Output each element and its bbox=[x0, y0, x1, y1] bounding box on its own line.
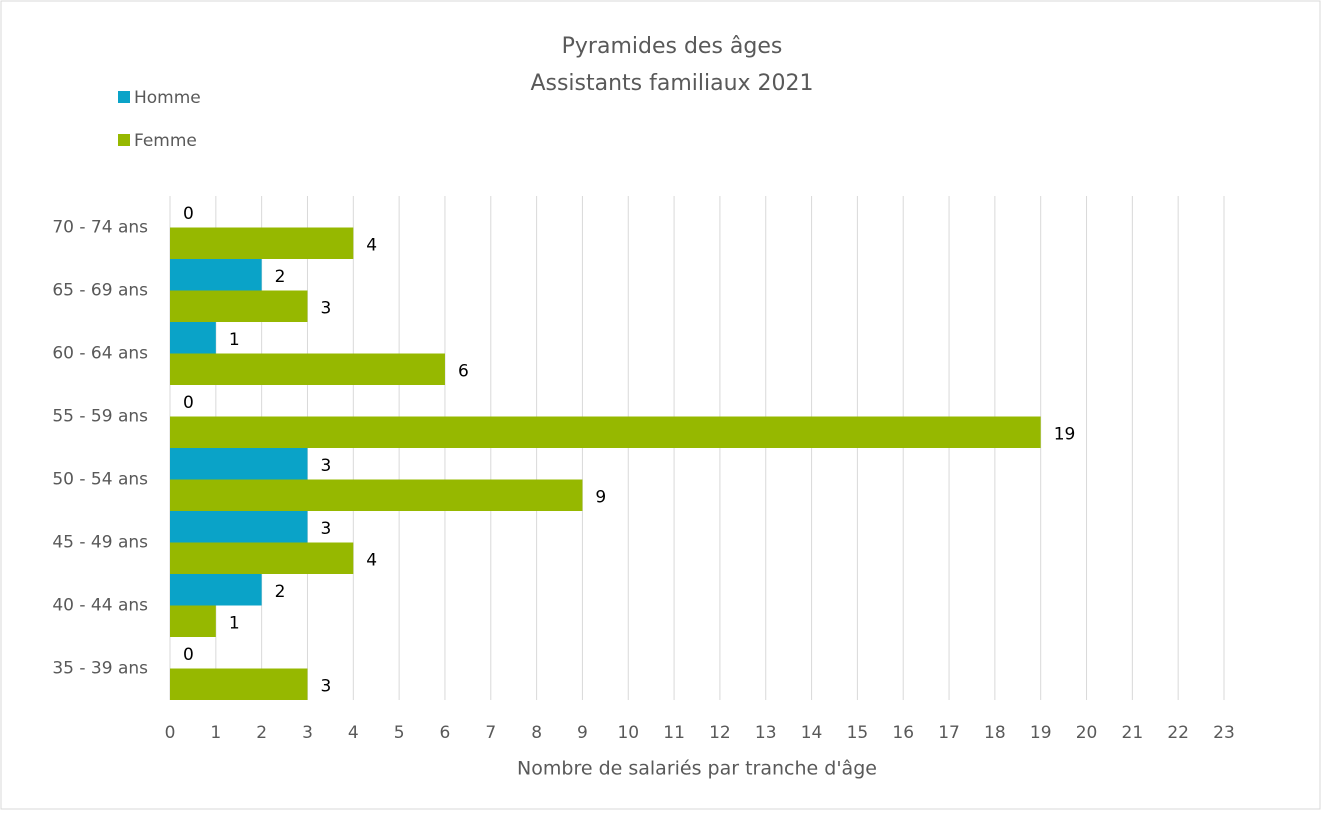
bar bbox=[170, 448, 308, 480]
x-tick-label: 17 bbox=[938, 723, 960, 743]
y-tick-label: 35 - 39 ans bbox=[52, 659, 148, 679]
x-tick-label: 23 bbox=[1213, 723, 1235, 743]
bar bbox=[170, 322, 216, 354]
bar bbox=[170, 605, 216, 637]
x-tick-label: 4 bbox=[348, 723, 359, 743]
x-tick-label: 0 bbox=[165, 723, 176, 743]
data-label: 3 bbox=[320, 456, 331, 476]
x-tick-label: 11 bbox=[663, 723, 685, 743]
x-tick-label: 19 bbox=[1030, 723, 1052, 743]
data-label: 3 bbox=[320, 676, 331, 696]
legend-label: Femme bbox=[134, 131, 197, 151]
data-label: 19 bbox=[1054, 424, 1076, 444]
x-axis-title: Nombre de salariés par tranche d'âge bbox=[517, 758, 877, 780]
data-label: 3 bbox=[320, 519, 331, 539]
bar bbox=[170, 479, 583, 511]
bar bbox=[170, 227, 354, 259]
data-label: 1 bbox=[229, 613, 240, 633]
x-tick-label: 22 bbox=[1167, 723, 1189, 743]
data-label: 2 bbox=[275, 582, 286, 602]
data-label: 6 bbox=[458, 361, 469, 381]
bar bbox=[170, 542, 354, 574]
x-tick-label: 5 bbox=[394, 723, 405, 743]
data-label: 4 bbox=[366, 235, 377, 255]
legend-label: Homme bbox=[134, 88, 201, 108]
y-tick-label: 40 - 44 ans bbox=[52, 596, 148, 616]
data-label: 4 bbox=[366, 550, 377, 570]
x-tick-label: 12 bbox=[709, 723, 731, 743]
data-label: 0 bbox=[183, 645, 194, 665]
y-tick-label: 60 - 64 ans bbox=[52, 344, 148, 364]
x-tick-label: 14 bbox=[801, 723, 823, 743]
bar bbox=[170, 259, 262, 291]
chart-title: Pyramides des âges bbox=[562, 34, 783, 59]
x-tick-label: 21 bbox=[1122, 723, 1144, 743]
data-label: 0 bbox=[183, 204, 194, 224]
y-tick-label: 70 - 74 ans bbox=[52, 218, 148, 238]
bar bbox=[170, 511, 308, 543]
bar bbox=[170, 416, 1041, 448]
x-tick-label: 15 bbox=[847, 723, 869, 743]
chart-subtitle: Assistants familiaux 2021 bbox=[530, 71, 813, 96]
x-tick-label: 1 bbox=[210, 723, 221, 743]
data-label: 3 bbox=[320, 298, 331, 318]
x-tick-label: 7 bbox=[485, 723, 496, 743]
data-label: 2 bbox=[275, 267, 286, 287]
bar bbox=[170, 353, 445, 385]
x-tick-label: 3 bbox=[302, 723, 313, 743]
x-tick-label: 16 bbox=[892, 723, 914, 743]
bar bbox=[170, 574, 262, 606]
x-tick-label: 6 bbox=[440, 723, 451, 743]
x-tick-label: 18 bbox=[984, 723, 1006, 743]
y-tick-label: 55 - 59 ans bbox=[52, 407, 148, 427]
bar bbox=[170, 668, 308, 700]
x-tick-label: 13 bbox=[755, 723, 777, 743]
x-tick-label: 10 bbox=[617, 723, 639, 743]
x-tick-label: 20 bbox=[1076, 723, 1098, 743]
data-label: 9 bbox=[595, 487, 606, 507]
x-tick-label: 8 bbox=[531, 723, 542, 743]
data-label: 0 bbox=[183, 393, 194, 413]
x-tick-label: 9 bbox=[577, 723, 588, 743]
data-label: 1 bbox=[229, 330, 240, 350]
legend-swatch bbox=[118, 134, 130, 146]
x-tick-label: 2 bbox=[256, 723, 267, 743]
y-tick-label: 45 - 49 ans bbox=[52, 533, 148, 553]
y-tick-label: 50 - 54 ans bbox=[52, 470, 148, 490]
legend-swatch bbox=[118, 91, 130, 103]
y-tick-label: 65 - 69 ans bbox=[52, 281, 148, 301]
bar bbox=[170, 290, 308, 322]
